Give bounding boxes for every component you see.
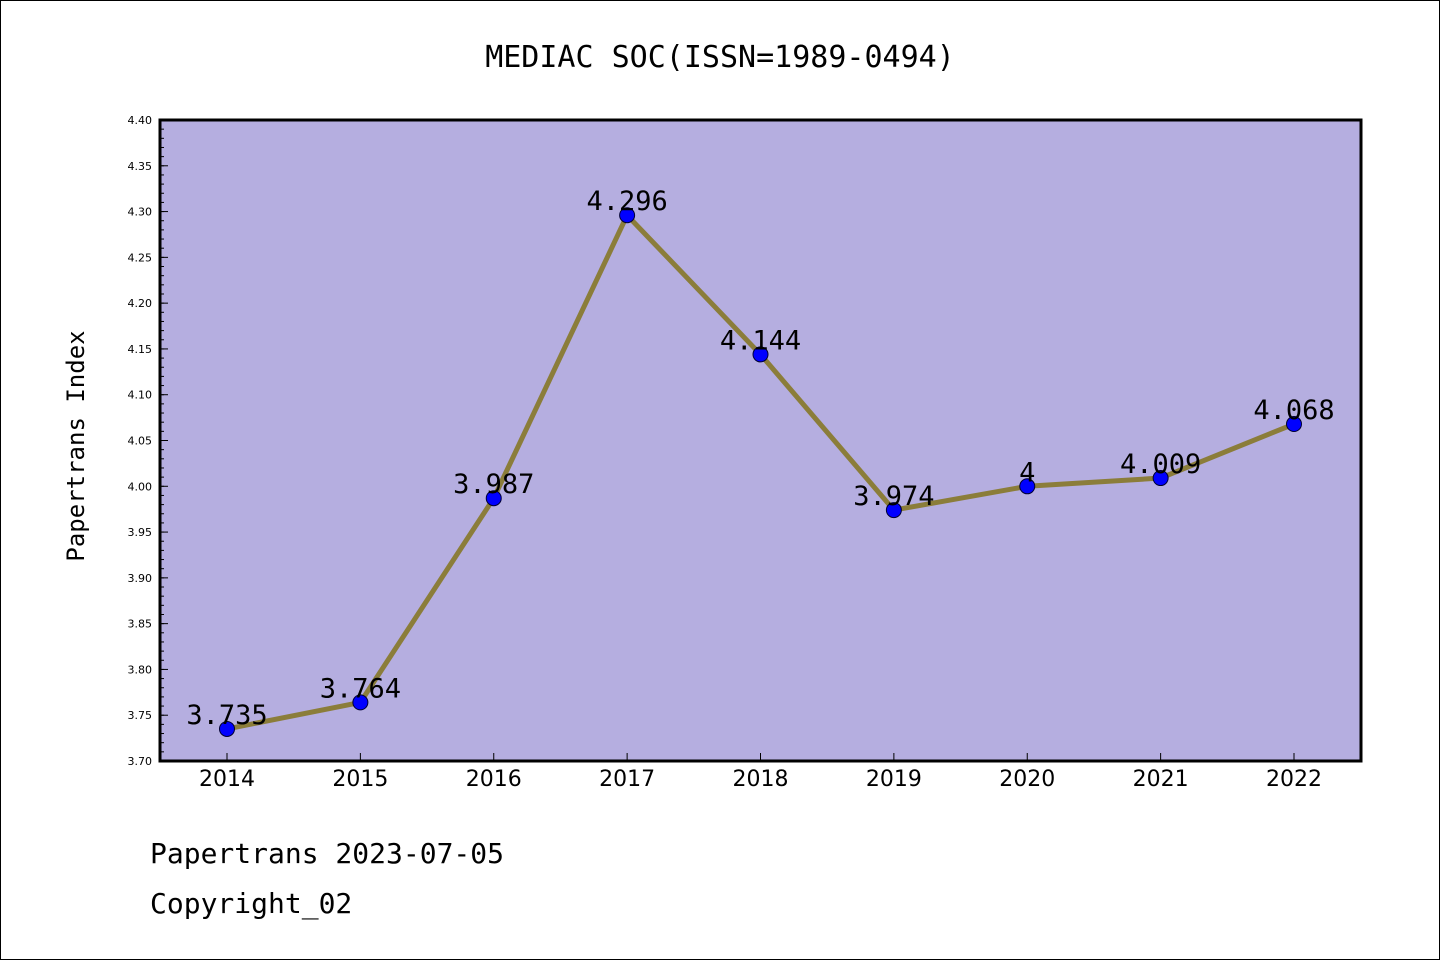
y-tick-label: 3.70 [128,755,153,768]
y-tick-label: 4.30 [128,206,153,219]
x-tick-label: 2022 [1266,767,1322,792]
data-point [885,502,902,519]
data-point [352,694,369,711]
data-labels: 3.735 3.764 3.987 4.296 4.144 3.974 4 4.009 4.06… [186,186,1334,731]
data-point [219,720,235,737]
y-tick-label: 3.90 [128,572,153,585]
y-tick-label: 3.95 [128,526,153,539]
data-label: 4 [1019,457,1035,488]
data-label: 3.735 [186,700,267,731]
plot-border [158,118,1363,763]
y-tick-label: 4.10 [128,389,153,402]
data-point [752,346,769,363]
x-tick-label: 2015 [332,767,388,792]
x-tick-label: 2020 [999,767,1055,792]
x-axis: 2014 2015 2016 2017 2018 2019 2020 2021 2022 [199,753,1322,792]
data-point [1286,416,1302,433]
data-label: 4.009 [1120,449,1201,480]
y-tick-label: 4.15 [128,343,153,356]
y-tick-label: 3.75 [128,709,153,722]
x-tick-label: 2018 [733,767,789,792]
data-label: 4.144 [720,325,801,356]
data-point [1019,478,1036,495]
plot-area [160,120,1361,761]
y-tick-label: 4.40 [128,114,153,127]
data-label: 4.068 [1253,395,1334,426]
data-point [619,207,636,224]
data-label: 4.296 [586,186,667,217]
data-point [1152,470,1169,487]
y-tick-label: 3.80 [128,663,153,676]
y-tick-label: 4.35 [128,160,153,173]
data-point [485,490,502,507]
chart-title: MEDIAC SOC(ISSN=1989-0494) [485,40,955,75]
x-tick-label: 2016 [466,767,522,792]
footer-date: Papertrans 2023-07-05 [150,837,504,870]
y-tick-label: 3.85 [128,618,153,631]
y-tick-label: 4.05 [128,435,153,448]
data-label: 3.987 [453,469,534,500]
y-tick-label: 4.20 [128,297,153,310]
y-tick-label: 4.00 [128,480,153,493]
footer-copyright: Copyright_02 [150,887,352,921]
data-label: 3.764 [320,673,401,704]
y-axis-label: Papertrans Index [62,330,90,561]
x-tick-label: 2019 [866,767,922,792]
x-tick-label: 2014 [199,767,255,792]
y-axis: 3.70 3.75 3.80 3.85 3.90 3.95 4.00 4.05 4.10 4.15… [128,114,168,768]
y-tick-label: 4.25 [128,251,153,264]
data-label: 3.974 [853,481,934,512]
x-tick-label: 2017 [599,767,655,792]
x-tick-label: 2021 [1133,767,1189,792]
data-markers [219,207,1302,737]
